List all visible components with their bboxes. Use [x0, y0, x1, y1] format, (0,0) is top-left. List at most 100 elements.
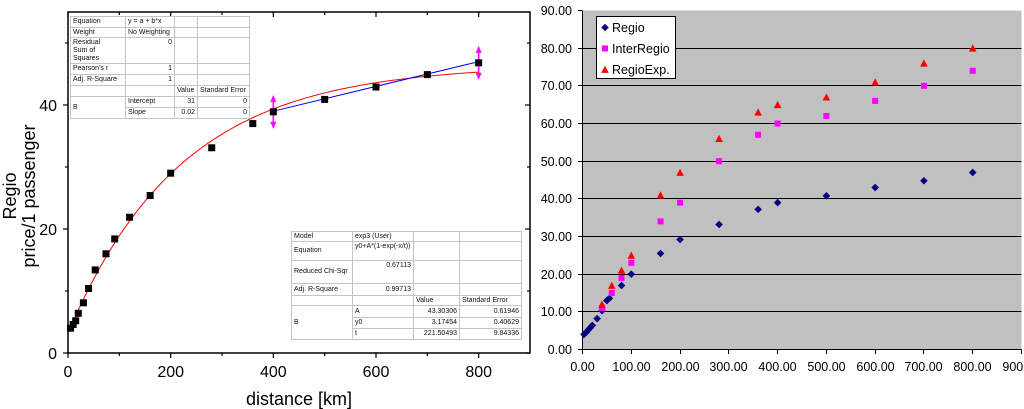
data-point: [871, 78, 879, 86]
fit-row: Equation y0+A*(1-exp(-x/t)): [291, 241, 522, 261]
y-tick-label: 50.00: [541, 155, 572, 169]
x-tick-label: 800.00: [953, 360, 991, 374]
data-point: [773, 100, 782, 109]
empty-cell: [174, 27, 198, 38]
data-point: [754, 108, 762, 116]
regio-data-point: [208, 144, 216, 152]
column-header-error: Standard Error: [459, 295, 522, 306]
regio-data-point: [102, 250, 110, 258]
data-point: [607, 281, 616, 289]
x-tick-label: 0.00: [570, 360, 594, 374]
data-point: [822, 93, 831, 101]
x-tick-label: 400.00: [758, 360, 796, 374]
x-tick-label: 0: [64, 364, 73, 381]
y-tick-label: 20.00: [541, 268, 572, 282]
data-point: [755, 131, 762, 138]
regio-data-point: [111, 235, 119, 243]
regio-data-point: [321, 95, 329, 103]
series-interregio: [599, 67, 976, 312]
fit-row: Residual Sum of Squares 0: [70, 37, 250, 64]
data-point: [676, 168, 684, 176]
legend-label: InterRegio: [612, 42, 670, 56]
y-tick-label: 40: [39, 98, 57, 115]
fit-value: 1: [125, 74, 175, 86]
fit-label: Pearson's r: [70, 63, 126, 75]
data-point: [608, 290, 615, 296]
fit-value: y = a + b*x: [125, 16, 175, 28]
empty-cell: [197, 37, 250, 64]
x-tick-label: 500.00: [807, 360, 845, 374]
data-point: [822, 192, 831, 200]
fit-header-row: Value Standard Error: [291, 295, 522, 306]
data-point: [920, 176, 928, 185]
empty-cell: [125, 85, 175, 97]
param-name: Slope: [125, 107, 175, 119]
param-value: 0.02: [174, 107, 198, 119]
diamond-marker-icon: [601, 23, 609, 32]
param-group-label: B: [291, 305, 353, 340]
param-row: B A 43.30306 0.61946: [291, 305, 522, 340]
fit-label: Adj. R-Square: [291, 283, 353, 296]
regio-data-point: [69, 320, 77, 328]
x-tick-label: 300.00: [709, 360, 747, 374]
triangle-marker-icon: [601, 65, 609, 73]
param-row: y0 3.17454 0.40629: [292, 317, 522, 329]
fit-row: Model exp3 (User): [291, 231, 522, 242]
regio-data-point: [72, 317, 80, 325]
empty-cell: [291, 295, 353, 306]
legend-box: [596, 16, 676, 79]
legend-label: Regio: [612, 21, 645, 35]
param-value: 221.50493: [413, 328, 460, 340]
data-point: [754, 205, 762, 214]
param-error: 0.61946: [459, 305, 522, 318]
y-tick-label: 0.00: [548, 343, 572, 357]
fit-value: 0.99713: [352, 283, 414, 296]
regio-data-point: [167, 169, 175, 177]
data-point: [774, 120, 781, 127]
empty-cell: [459, 283, 522, 296]
y-axis-title-line2: price/1 passenger: [19, 124, 39, 267]
empty-cell: [459, 241, 522, 261]
param-name: y0: [352, 317, 414, 329]
data-point: [969, 67, 976, 74]
data-point: [871, 183, 879, 192]
legend-label: RegioExp.: [612, 63, 670, 77]
regio-data-point: [269, 108, 277, 116]
empty-cell: [197, 63, 250, 75]
fit-label: Adj. R-Square: [70, 74, 126, 86]
regio-data-point: [423, 71, 431, 79]
x-tick-label: 200: [157, 364, 184, 381]
arrow-up-icon: [475, 45, 482, 53]
data-point: [593, 314, 601, 323]
x-axis-title: distance [km]: [246, 389, 352, 409]
x-tick-label: 100.00: [612, 360, 650, 374]
param-value: 31: [174, 96, 198, 108]
square-marker-icon: [602, 45, 608, 52]
fit-label: Model: [291, 231, 353, 242]
fit-value: No Weighting: [125, 27, 175, 38]
exp-fit-table: Model exp3 (User) Equation y0+A*(1-exp(-…: [291, 231, 522, 340]
param-name: Intercept: [125, 96, 175, 108]
fit-label: Reduced Chi-Sqr: [291, 260, 353, 284]
param-value: 43.30306: [413, 305, 460, 318]
regio-data-point: [372, 83, 380, 91]
series-regioexp: [598, 44, 977, 308]
empty-cell: [413, 260, 460, 284]
fit-label: Equation: [291, 241, 353, 261]
data-point: [656, 249, 665, 258]
fit-label: Equation: [70, 16, 126, 28]
fit-row: Adj. R-Square 1: [70, 74, 250, 86]
empty-cell: [413, 231, 460, 242]
empty-cell: [413, 283, 460, 296]
linear-fit-table: Equation y = a + b*x Weight No Weighting…: [70, 16, 250, 119]
right-chart: 0.00 10.00 20.00 30.00 40.00 50.00 60.00 70.00 8…: [541, 4, 1024, 374]
param-value: 3.17454: [413, 317, 460, 329]
y-tick-label: 60.00: [541, 117, 572, 131]
y-axis-title-line1: Regio: [0, 172, 20, 219]
data-point: [598, 300, 606, 308]
data-point: [627, 270, 636, 278]
regio-data-point: [126, 213, 134, 221]
series-regio: [580, 168, 977, 339]
regio-data-point: [91, 266, 99, 274]
